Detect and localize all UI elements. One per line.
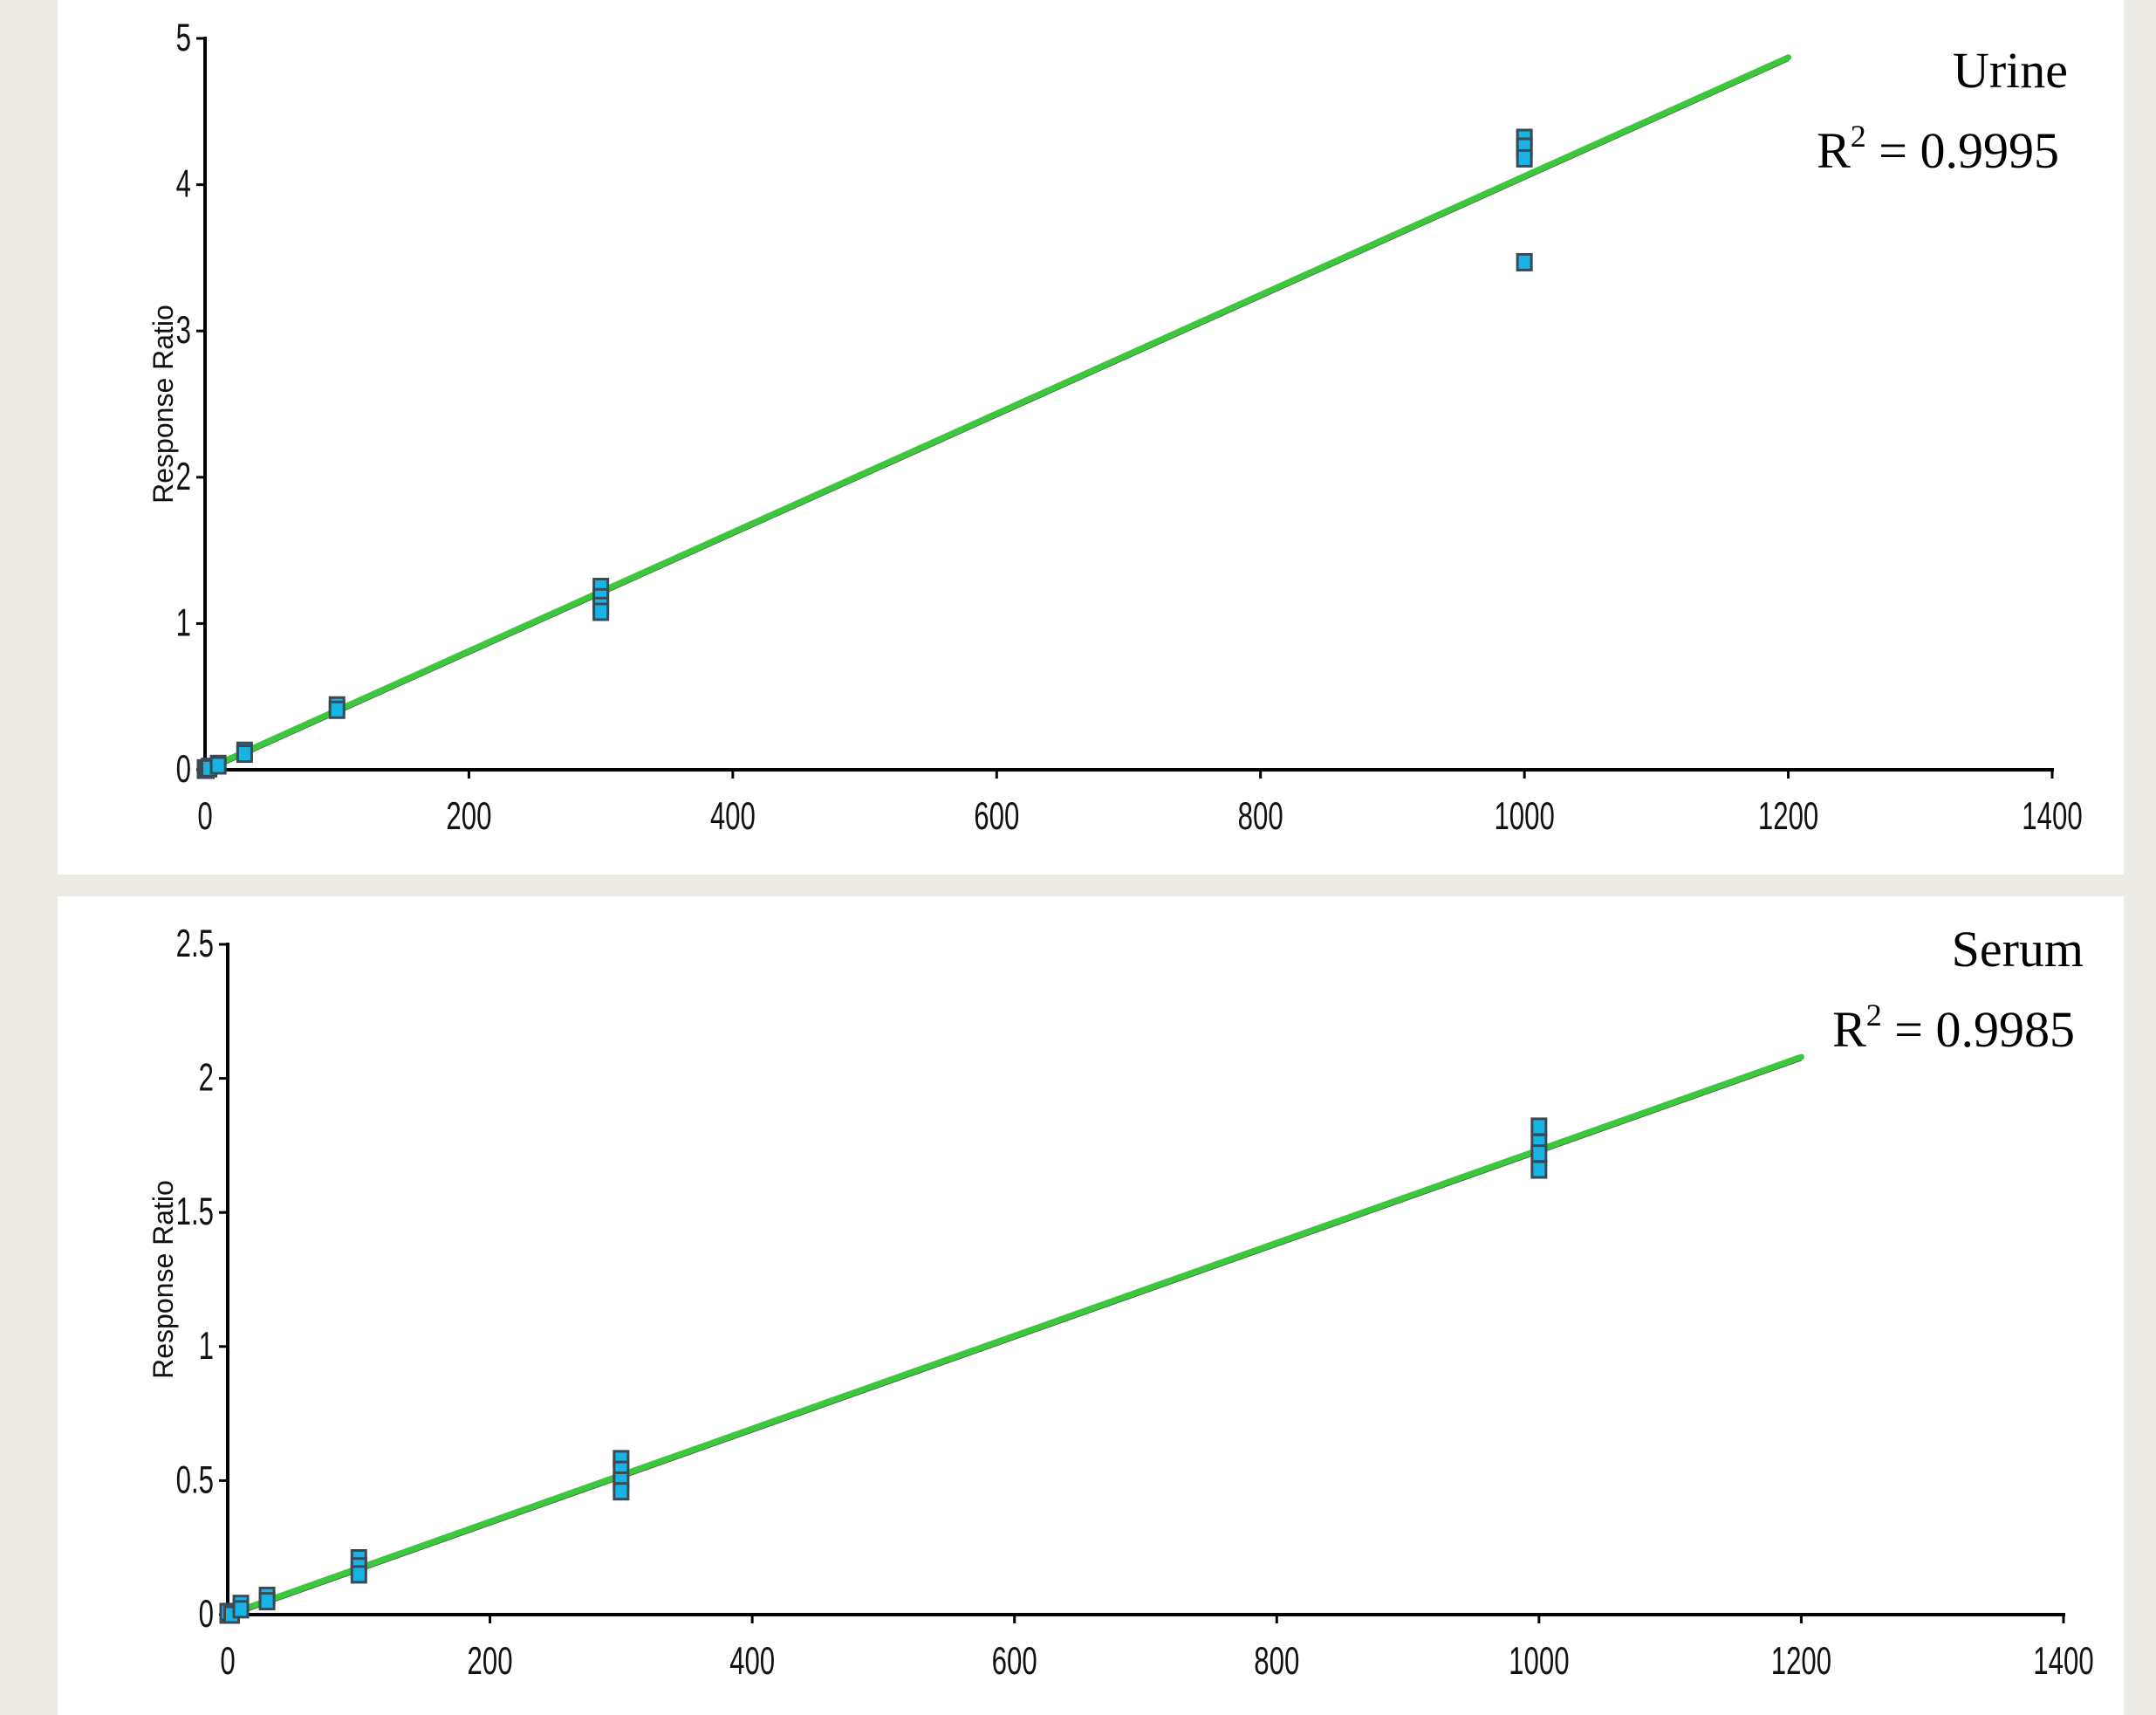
urine-series-name: Urine bbox=[1953, 42, 2068, 99]
serum-y-tick-label: 2.5 bbox=[176, 923, 214, 966]
serum-y-tick-label: 0 bbox=[199, 1593, 214, 1636]
urine-y-axis-label: Response Ratio bbox=[147, 305, 179, 504]
urine-data-point bbox=[328, 700, 346, 719]
urine-chart: 0 200 400 600 800 1000 1200 1400 0 1 2 3 4 5 Response … bbox=[147, 17, 2083, 839]
serum-x-tick-label: 800 bbox=[1254, 1640, 1299, 1684]
urine-data-point bbox=[236, 744, 253, 764]
urine-y-tick-label: 1 bbox=[176, 601, 191, 645]
urine-r2-label: R2 = 0.9995 bbox=[1817, 119, 2059, 179]
serum-chart-panel: 0 200 400 600 800 1000 1200 1400 0 0.5 1 1.5 2 2.5 Res… bbox=[58, 896, 2124, 1715]
serum-data-point bbox=[258, 1592, 276, 1611]
serum-chart: 0 200 400 600 800 1000 1200 1400 0 0.5 1 1.5 2 2.5 Res… bbox=[147, 921, 2094, 1684]
serum-x-tick-label: 1200 bbox=[1771, 1640, 1831, 1684]
serum-x-tick-label: 1000 bbox=[1509, 1640, 1569, 1684]
urine-x-tick-label: 1200 bbox=[1758, 795, 1818, 839]
urine-x-tick-label: 1000 bbox=[1494, 795, 1554, 839]
serum-x-tick-label: 1400 bbox=[2033, 1640, 2093, 1684]
serum-data-point bbox=[1530, 1117, 1548, 1136]
serum-x-tick-label: 200 bbox=[468, 1640, 513, 1684]
urine-data-point bbox=[1516, 148, 1533, 168]
urine-chart-panel: 0 200 400 600 800 1000 1200 1400 0 1 2 3 4 5 Response … bbox=[58, 0, 2124, 875]
serum-data-point bbox=[1530, 1144, 1548, 1163]
serum-x-tick-label: 600 bbox=[992, 1640, 1037, 1684]
urine-x-tick-label: 1400 bbox=[2022, 795, 2082, 839]
urine-fit-line bbox=[202, 54, 1792, 773]
urine-x-tick-label: 400 bbox=[710, 795, 756, 839]
serum-data-point bbox=[613, 1482, 630, 1501]
serum-data-point bbox=[1530, 1160, 1548, 1179]
serum-x-tick-label: 400 bbox=[729, 1640, 775, 1684]
serum-r2-label: R2 = 0.9985 bbox=[1832, 998, 2075, 1058]
serum-data-point bbox=[350, 1565, 367, 1584]
urine-y-tick-label: 3 bbox=[176, 309, 191, 353]
serum-y-axis-label: Response Ratio bbox=[147, 1180, 179, 1379]
serum-series-name: Serum bbox=[1952, 921, 2084, 978]
serum-fit-line bbox=[224, 1053, 1804, 1618]
serum-x-tick-label: 0 bbox=[220, 1640, 235, 1684]
urine-x-tick-label: 0 bbox=[197, 795, 212, 839]
urine-x-tick-label: 600 bbox=[974, 795, 1019, 839]
urine-x-tick-label: 800 bbox=[1238, 795, 1283, 839]
urine-data-point bbox=[592, 602, 610, 621]
urine-y-tick-label: 5 bbox=[176, 17, 191, 60]
urine-x-tick-label: 200 bbox=[446, 795, 491, 839]
serum-y-tick-label: 1 bbox=[199, 1324, 214, 1368]
serum-data-point bbox=[232, 1600, 250, 1619]
serum-y-tick-label: 0.5 bbox=[176, 1458, 214, 1502]
urine-y-tick-label: 0 bbox=[176, 748, 191, 792]
serum-y-tick-label: 2 bbox=[199, 1056, 214, 1100]
serum-y-tick-label: 1.5 bbox=[176, 1190, 214, 1234]
urine-data-point bbox=[1516, 252, 1533, 271]
urine-data-point bbox=[209, 756, 227, 775]
urine-y-tick-label: 2 bbox=[176, 455, 191, 498]
urine-y-tick-label: 4 bbox=[176, 162, 191, 206]
